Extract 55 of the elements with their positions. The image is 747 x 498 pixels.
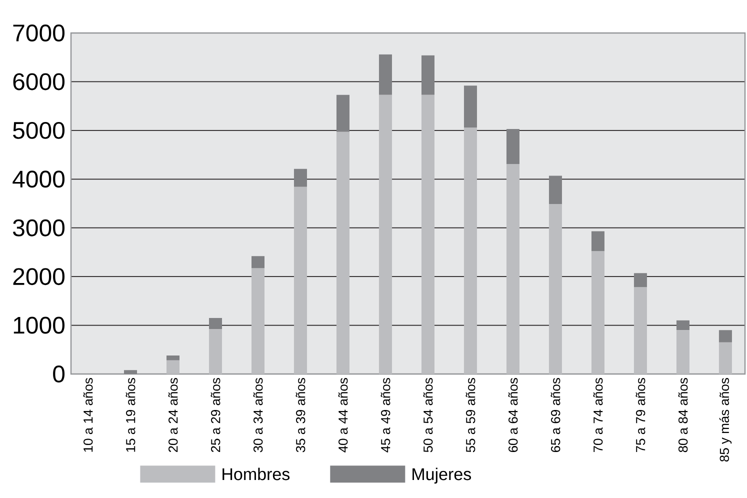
x-tick-label: 50 a 54 años	[423, 378, 433, 452]
bar	[251, 268, 264, 374]
y-tick-label: 2000	[13, 268, 65, 286]
bar	[166, 355, 180, 360]
bar	[294, 186, 307, 374]
x-tick-label: 30 a 34 años	[253, 378, 263, 452]
x-tick-label: 55 a 59 años	[466, 378, 476, 452]
x-tick-label: 10 a 14 años	[83, 378, 93, 452]
bar	[548, 176, 562, 204]
bar	[336, 132, 350, 374]
bar	[208, 318, 222, 330]
y-tick-label: 6000	[13, 73, 65, 90]
y-tick-label: 1000	[14, 316, 65, 334]
bar	[591, 231, 604, 252]
bar	[421, 55, 434, 95]
bar	[208, 329, 222, 374]
bar	[548, 204, 562, 374]
bar	[676, 320, 690, 330]
bar	[676, 330, 690, 374]
x-tick-label: 35 a 39 años	[296, 378, 306, 452]
x-tick-label: 60 a 64 años	[508, 378, 518, 452]
x-tick-label: 75 a 79 años	[636, 378, 646, 452]
x-tick-label: 80 a 84 años	[678, 378, 688, 452]
bar	[634, 273, 647, 288]
y-tick-label: 0	[53, 366, 65, 382]
bar	[464, 128, 477, 374]
y-tick-label: 7000	[13, 24, 65, 42]
x-tick-label: 40 a 44 años	[338, 378, 348, 452]
y-tick-label: 3000	[12, 219, 65, 236]
bar	[506, 128, 520, 164]
legend-label: Mujeres	[412, 468, 471, 484]
bar	[718, 330, 732, 342]
x-tick-label: 45 a 49 años	[380, 378, 390, 452]
bar	[166, 360, 180, 374]
y-tick-label: 4000	[12, 170, 65, 188]
bar	[464, 86, 477, 128]
bar	[378, 94, 392, 374]
bar	[634, 287, 647, 374]
bar	[336, 94, 350, 132]
x-tick-label: 25 a 29 años	[210, 378, 220, 452]
x-tick-label: 85 y más años	[719, 378, 732, 462]
x-tick-label: 65 a 69 años	[550, 378, 560, 452]
bar	[421, 94, 434, 374]
bar	[251, 256, 264, 268]
bar	[718, 342, 732, 374]
bar	[591, 251, 604, 374]
legend-label: Hombres	[222, 468, 290, 480]
x-tick-label: 20 a 24 años	[168, 378, 178, 452]
bar	[294, 168, 307, 187]
bar	[506, 164, 520, 374]
bar	[124, 370, 137, 374]
bar	[378, 54, 392, 95]
y-tick-label: 5000	[13, 122, 65, 139]
x-tick-label: 15 a 19 años	[126, 378, 136, 452]
x-tick-label: 70 a 74 años	[593, 378, 603, 452]
